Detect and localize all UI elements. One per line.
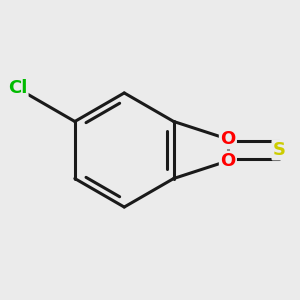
Text: O: O bbox=[220, 152, 236, 170]
Text: S: S bbox=[273, 141, 286, 159]
Text: Cl: Cl bbox=[8, 80, 27, 98]
Text: O: O bbox=[220, 130, 236, 148]
